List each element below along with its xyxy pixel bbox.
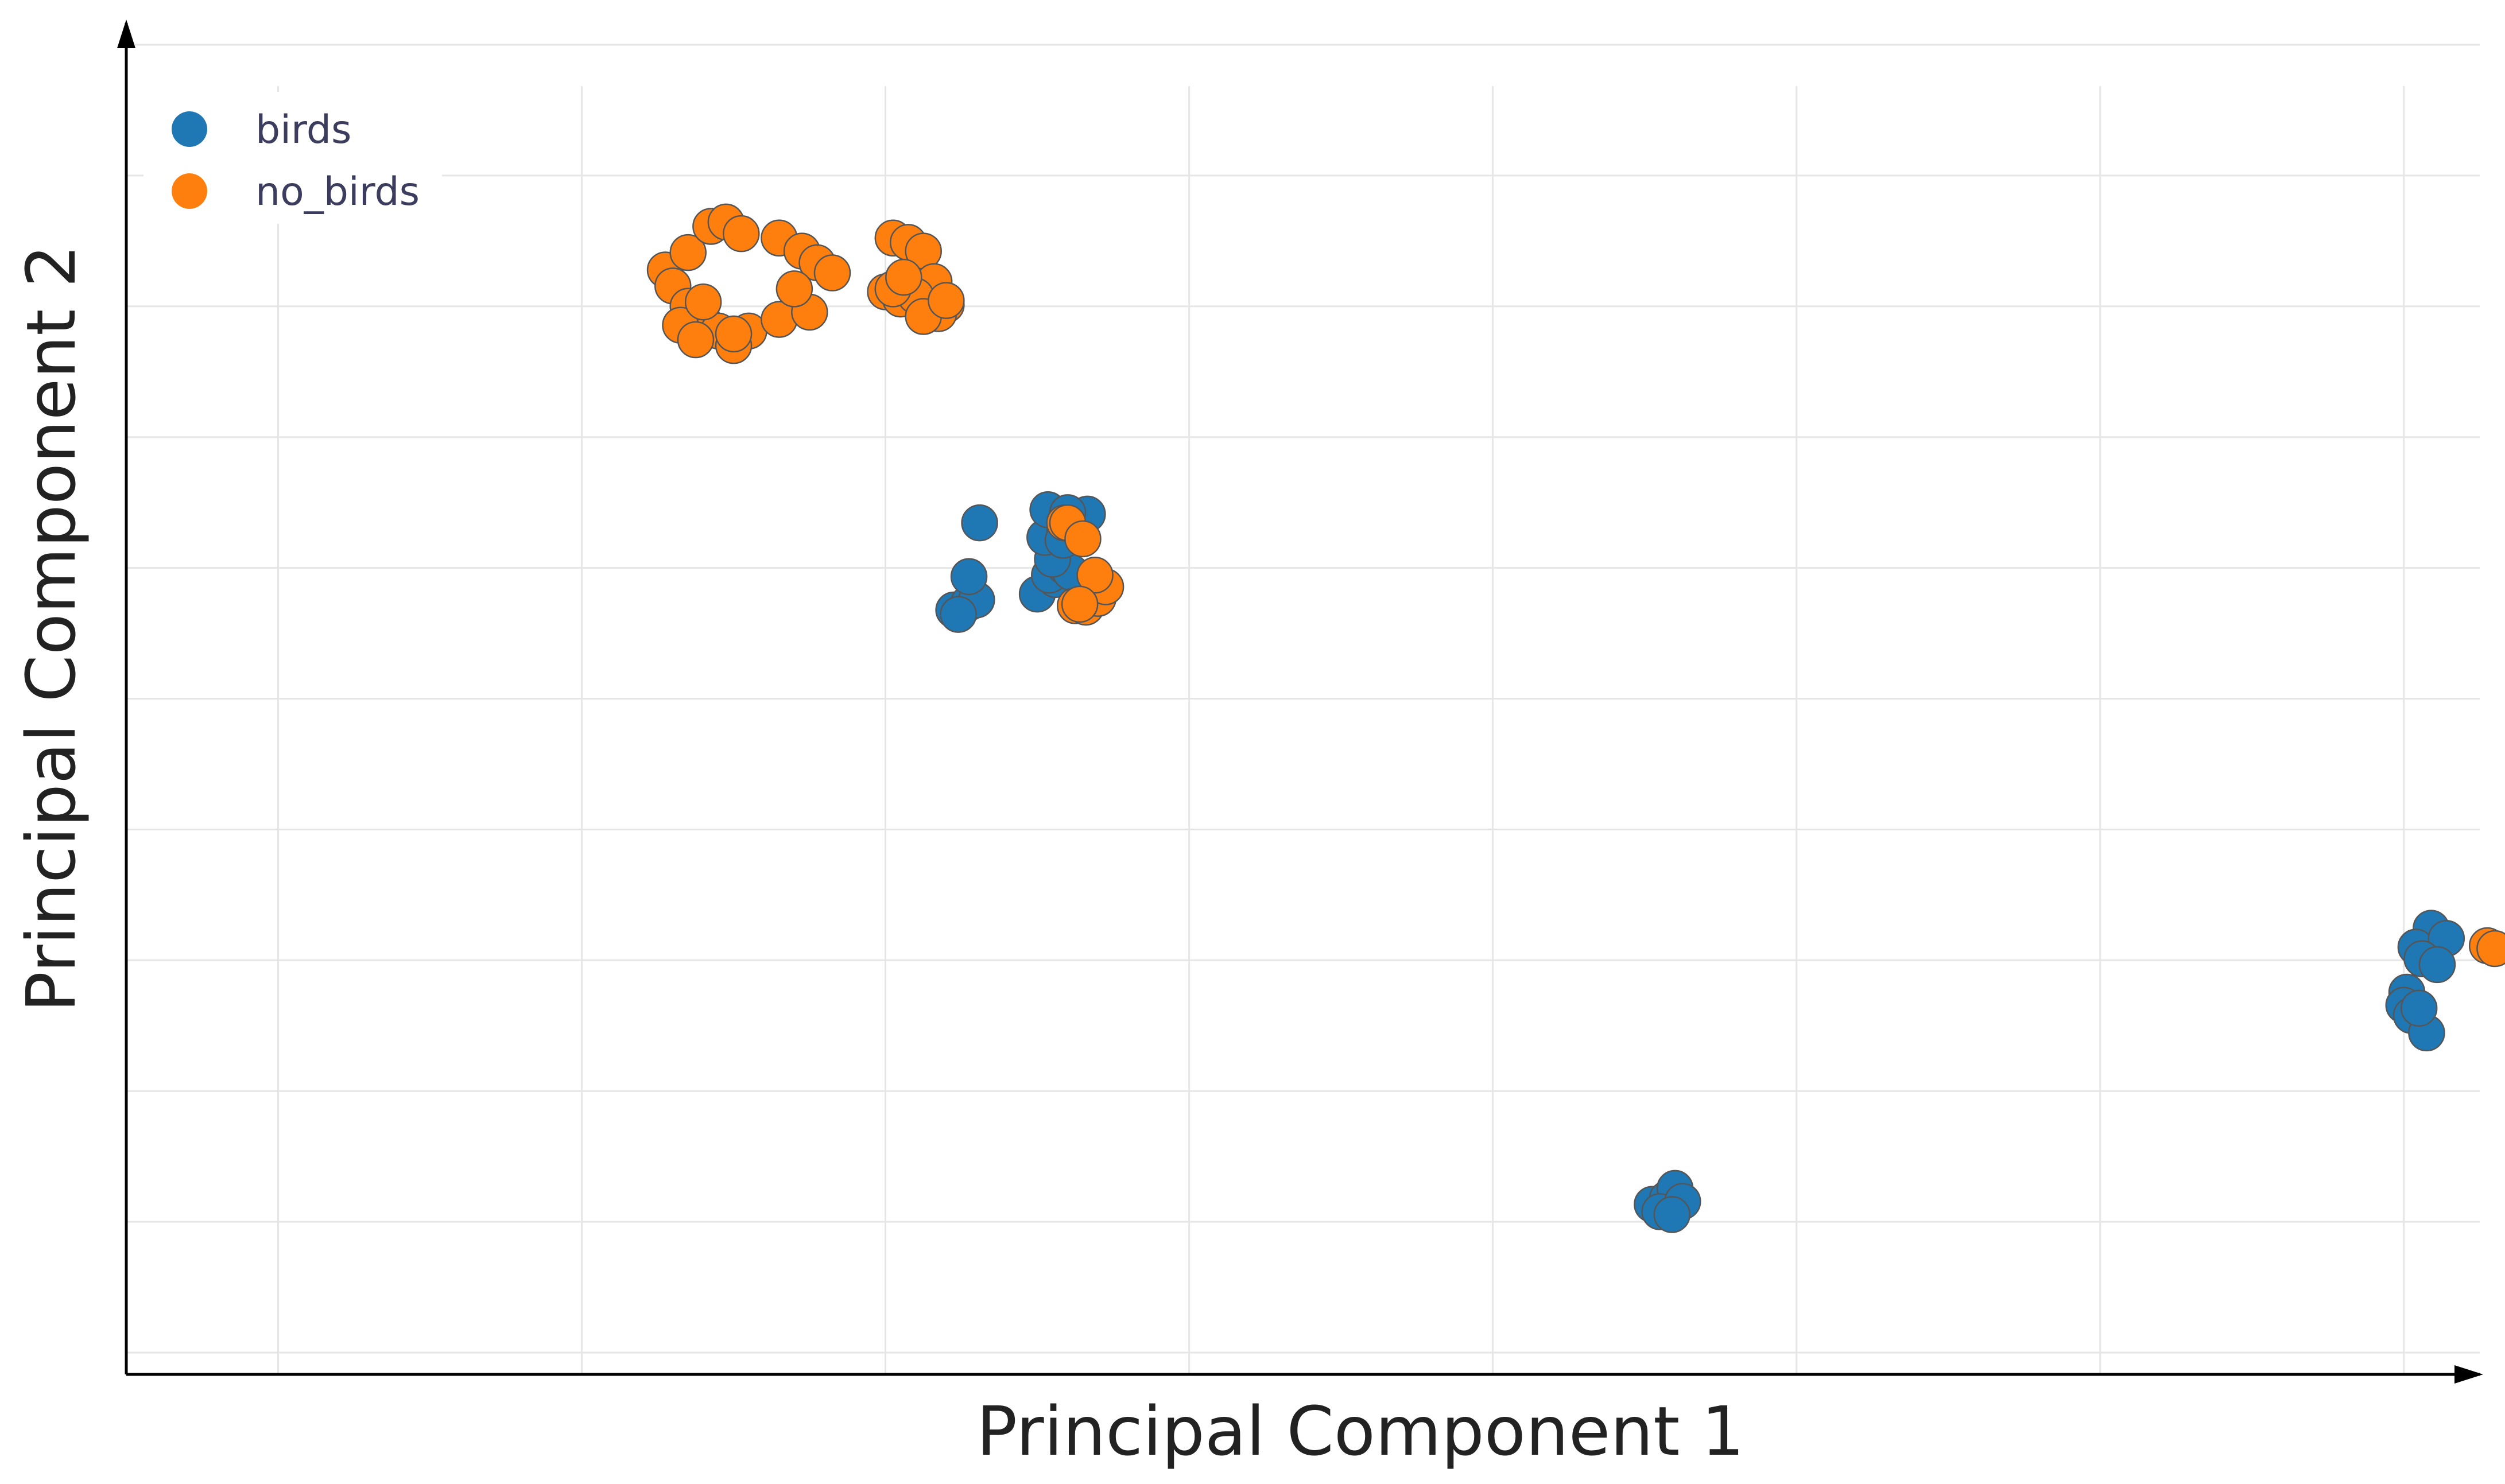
data-point-no_birds — [813, 254, 851, 292]
legend: birds no_birds — [144, 92, 442, 224]
data-point-no_birds — [1064, 520, 1102, 558]
data-points — [646, 203, 2505, 1233]
data-point-no_birds — [684, 283, 722, 321]
legend-marker-no_birds — [172, 173, 207, 209]
axes — [117, 20, 2483, 1384]
data-point-no_birds — [723, 215, 760, 252]
data-point-birds — [961, 504, 998, 542]
x-axis-label: Principal Component 1 — [976, 1392, 1744, 1471]
legend-label-birds: birds — [255, 107, 351, 153]
legend-marker-birds — [172, 111, 207, 147]
data-point-no_birds — [885, 258, 922, 296]
data-point-no_birds — [775, 270, 813, 308]
data-point-no_birds — [669, 234, 707, 271]
data-point-birds — [2400, 989, 2438, 1027]
data-point-birds — [1653, 1196, 1691, 1233]
grid-lines — [126, 44, 2480, 1374]
data-point-no_birds — [2476, 930, 2505, 968]
data-point-no_birds — [928, 282, 965, 319]
data-point-birds — [2418, 946, 2456, 984]
legend-label-no_birds: no_birds — [255, 169, 420, 215]
data-point-no_birds — [1061, 585, 1099, 623]
data-point-no_birds — [677, 321, 715, 359]
data-point-birds — [950, 558, 988, 596]
data-point-no_birds — [715, 315, 753, 353]
y-axis-arrow-icon — [117, 20, 135, 48]
data-point-no_birds — [1076, 557, 1114, 594]
y-axis-label: Principal Component 2 — [11, 244, 91, 1012]
data-point-birds — [940, 596, 977, 633]
x-axis-arrow-icon — [2454, 1365, 2483, 1384]
